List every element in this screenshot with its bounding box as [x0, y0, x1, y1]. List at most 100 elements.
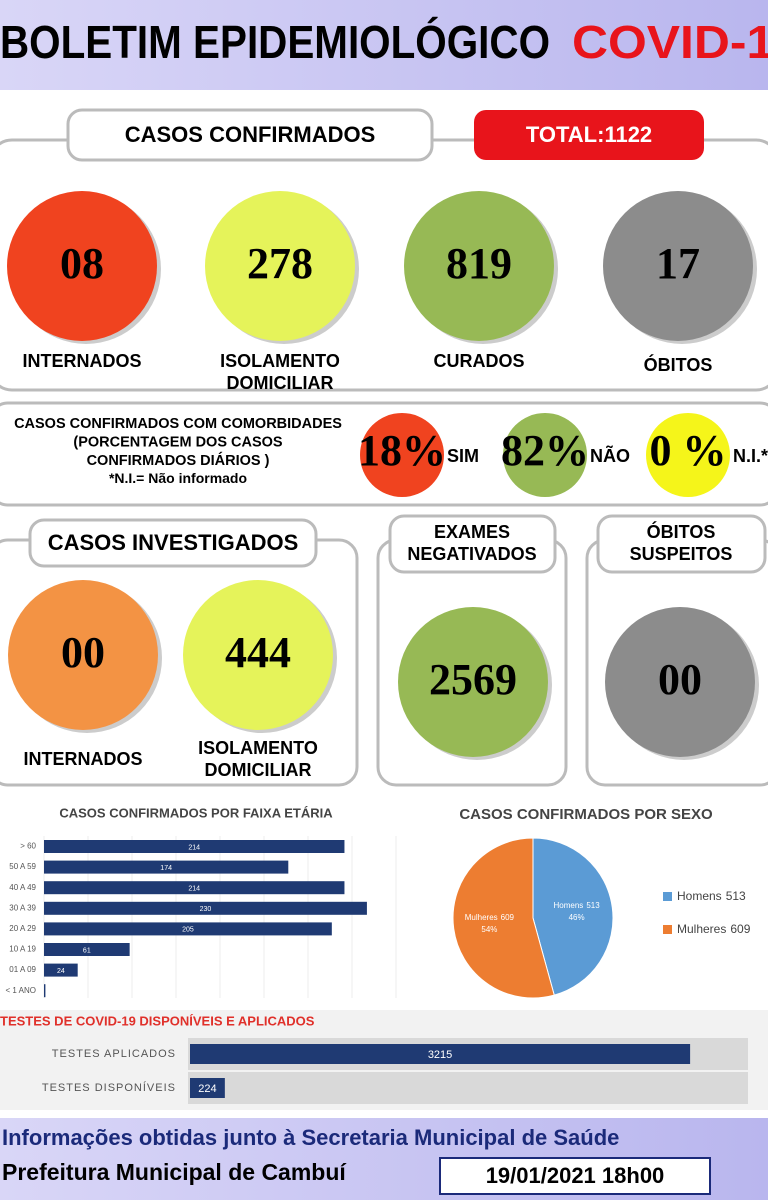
- bar: [44, 963, 78, 977]
- footer-org: Prefeitura Municipal de Cambuí: [2, 1159, 347, 1185]
- header-band: [0, 0, 768, 90]
- title: BOLETIM EPIDEMIOLÓGICO: [0, 16, 550, 68]
- bar: [44, 943, 130, 956]
- bubble: [605, 607, 755, 757]
- section-title: SUSPEITOS: [630, 544, 733, 564]
- tests-bg: [188, 1072, 748, 1104]
- slice-value: 513: [586, 901, 600, 910]
- bar: [44, 840, 345, 853]
- total: TOTAL:1122: [526, 122, 652, 147]
- bubble-label: ÓBITOS: [644, 354, 713, 375]
- bubble-value: 0 %: [650, 426, 727, 475]
- legend-value: 513: [726, 889, 746, 903]
- y-tick-label: TESTES APLICADOS: [52, 1048, 176, 1060]
- data-label: 174: [160, 865, 172, 872]
- bubble: [603, 191, 753, 341]
- bubble-label: INTERNADOS: [23, 749, 142, 769]
- chart-title: CASOS CONFIRMADOS POR FAIXA ETÁRIA: [59, 805, 333, 820]
- bubble: [646, 413, 730, 497]
- bubble-label: NÃO: [590, 445, 630, 466]
- bar: [44, 984, 46, 998]
- pill: [388, 514, 557, 574]
- pill: [66, 108, 434, 162]
- chart-title: CASOS CONFIRMADOS POR SEXO: [459, 806, 713, 823]
- bubble: [205, 191, 355, 341]
- legend-name: Homens: [677, 889, 722, 903]
- comorb-text: CASOS CONFIRMADOS COM COMORBIDADES: [14, 416, 342, 432]
- bubble-label: ISOLAMENTO: [220, 351, 340, 371]
- bubble-label: CURADOS: [433, 351, 524, 371]
- legend-swatch: [663, 892, 672, 901]
- data-label: 214: [188, 844, 200, 851]
- footer-source: Informações obtidas junto à Secretaria M…: [2, 1125, 619, 1150]
- bubble-value: 444: [225, 628, 291, 677]
- bubble-value: 819: [446, 239, 512, 288]
- bubble-value: 00: [61, 628, 105, 677]
- pie-slice: [452, 837, 555, 999]
- data-label: 214: [188, 886, 200, 893]
- legend-swatch: [663, 925, 672, 934]
- slice-name: Mulheres: [465, 913, 498, 922]
- section-title: CASOS CONFIRMADOS: [125, 122, 376, 147]
- slice-label: Mulheres 609: [465, 913, 515, 922]
- bar: [44, 881, 345, 895]
- bubble-value: 18%: [358, 426, 446, 475]
- total-pill: [474, 110, 704, 160]
- slice-name: Homens: [554, 901, 584, 910]
- bubble-value: 82%: [501, 426, 589, 475]
- y-tick-label: 01 A 09: [9, 965, 36, 974]
- data-label: 224: [198, 1083, 216, 1095]
- bubble: [360, 413, 444, 497]
- bubble: [183, 580, 333, 730]
- data-label: 205: [182, 927, 194, 934]
- data-label: 24: [57, 968, 65, 975]
- y-tick-label: 20 A 29: [9, 924, 36, 933]
- y-tick-label: 30 A 39: [9, 903, 36, 912]
- pie-slice: [532, 837, 614, 996]
- bubble-label: DOMICILIAR: [205, 760, 312, 780]
- bubble: [398, 607, 548, 757]
- footer-date: 19/01/2021 18h00: [486, 1163, 665, 1188]
- legend-name: Mulheres: [677, 922, 726, 936]
- y-tick-label: 10 A 19: [9, 945, 36, 954]
- legend-label: Homens 513: [677, 889, 746, 903]
- slice-label: Homens 513: [554, 901, 601, 910]
- bubble-label: INTERNADOS: [22, 351, 141, 371]
- bubble-value: 00: [658, 655, 702, 704]
- date-box: [439, 1157, 711, 1195]
- comorb-box: [0, 401, 768, 507]
- comorb-text: CONFIRMADOS DIÁRIOS ): [87, 452, 270, 469]
- pill: [596, 514, 767, 574]
- bar: [44, 901, 367, 915]
- slice-percent: 54%: [481, 925, 497, 934]
- bubble: [503, 413, 587, 497]
- bubble: [8, 580, 158, 730]
- section-title: ÓBITOS: [647, 521, 716, 542]
- bubble: [404, 191, 554, 341]
- bubble-label: DOMICILIAR: [227, 373, 334, 393]
- section-title: NEGATIVADOS: [407, 544, 536, 564]
- chart-title: TESTES DE COVID-19 DISPONÍVEIS E APLICAD…: [0, 1013, 315, 1028]
- bubble-value: 2569: [429, 655, 517, 704]
- bar: [44, 860, 289, 874]
- section-title: CASOS INVESTIGADOS: [48, 530, 299, 555]
- pill: [28, 518, 318, 568]
- section-title: EXAMES: [434, 522, 510, 542]
- y-tick-label: 50 A 59: [9, 862, 36, 871]
- comorb-text: *N.I.= Não informado: [109, 470, 247, 486]
- y-tick-label: > 60: [20, 842, 36, 851]
- bubble-label: ISOLAMENTO: [198, 738, 318, 758]
- data-label: 3215: [428, 1049, 452, 1061]
- comorb-text: (PORCENTAGEM DOS CASOS: [73, 434, 283, 450]
- title-accent: COVID-19: [572, 16, 768, 68]
- bubble: [7, 191, 157, 341]
- bubble-value: 08: [60, 239, 104, 288]
- slice-value: 609: [501, 913, 515, 922]
- data-label: 61: [83, 947, 91, 954]
- y-tick-label: 40 A 49: [9, 883, 36, 892]
- bar: [190, 1078, 225, 1098]
- bubble-label: N.I.*: [733, 446, 768, 466]
- y-tick-label: TESTES DISPONÍVEIS: [42, 1081, 176, 1094]
- bubble-value: 278: [247, 239, 313, 288]
